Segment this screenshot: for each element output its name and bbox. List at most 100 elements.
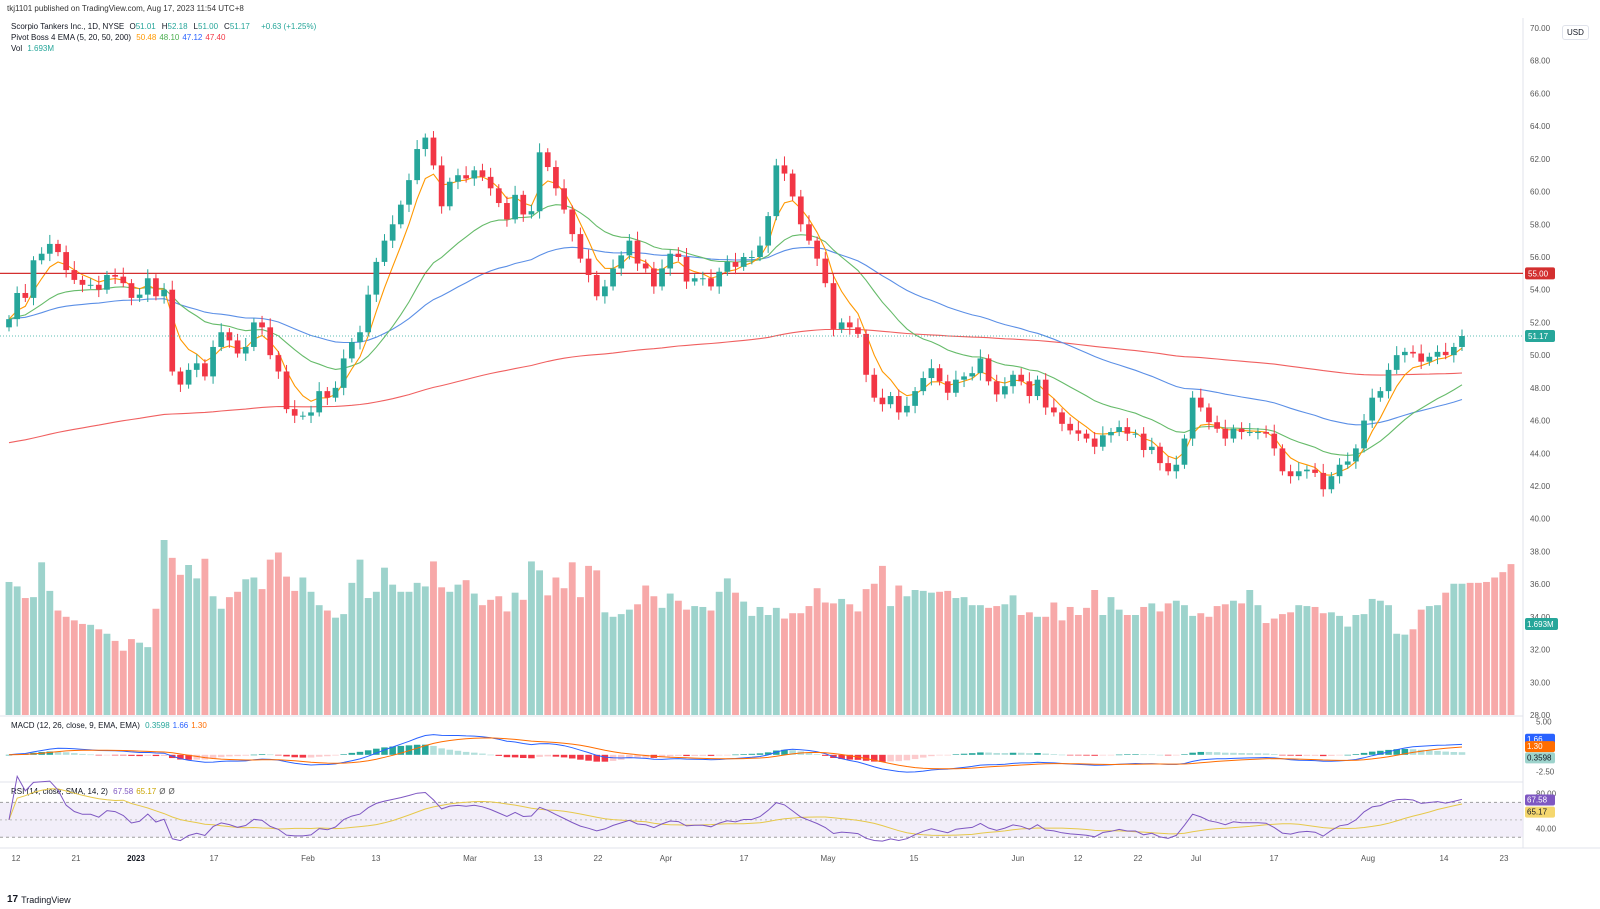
volume-bar (976, 605, 984, 715)
candle-body (471, 170, 478, 179)
volume-bar (944, 590, 952, 715)
price-tick-label: 38.00 (1530, 547, 1551, 556)
candle-body (1091, 438, 1098, 447)
last-price-tag-label: 51.17 (1528, 332, 1549, 341)
volume-bar (1148, 603, 1156, 715)
candle-body (340, 358, 347, 388)
macd-histogram-bar (1401, 748, 1409, 755)
volume-bar (405, 591, 413, 715)
legend-ema-label[interactable]: Pivot Boss 4 EMA (5, 20, 50, 200) (11, 33, 132, 42)
candle-body (1067, 423, 1074, 431)
price-tick-label: 40.00 (1530, 515, 1551, 524)
candle-body (740, 257, 747, 267)
macd-histogram-bar (413, 744, 421, 755)
macd-value: 1.66 (172, 721, 189, 730)
macd-histogram-bar (699, 754, 707, 756)
volume-bar (315, 605, 323, 715)
candle-body (1165, 463, 1171, 472)
candle-body (610, 268, 616, 287)
volume-bar (683, 609, 690, 715)
macd-histogram-bar (503, 754, 511, 758)
macd-value: 0.3598 (145, 721, 170, 730)
time-tick-label: 2023 (127, 854, 145, 863)
candle-body (389, 224, 396, 241)
tradingview-brand[interactable]: 17 TradingView (7, 894, 71, 905)
macd-histogram-bar (1262, 753, 1270, 755)
volume-bar (356, 559, 364, 715)
volume-bar (1238, 603, 1246, 715)
candle-body (6, 319, 12, 328)
candle-body (887, 396, 894, 405)
level-price-tag-label: 55.00 (1528, 269, 1549, 278)
macd-histogram-bar (813, 754, 821, 755)
rsi-value: 67.58 (113, 787, 134, 796)
macd-histogram-bar (430, 745, 437, 755)
volume-bar (732, 592, 739, 715)
price-tick-label: 58.00 (1530, 220, 1551, 229)
macd-histogram-bar (1107, 754, 1115, 756)
legend-vol-label[interactable]: Vol (11, 44, 23, 53)
currency-label[interactable]: USD (1562, 25, 1589, 40)
candle-body (1124, 427, 1131, 434)
macd-histogram-bar (1164, 754, 1172, 756)
price-tick-label: 70.00 (1530, 24, 1551, 33)
ohlc-label: H (161, 22, 168, 31)
macd-histogram-bar (952, 754, 960, 755)
macd-histogram-bar (1222, 752, 1229, 755)
time-tick-label: May (820, 854, 835, 863)
macd-histogram-bar (1083, 754, 1090, 756)
macd-histogram-bar (919, 754, 927, 758)
ohlc-value: 52.18 (167, 22, 188, 31)
price-tick-label: 60.00 (1530, 188, 1551, 197)
candle-body (495, 188, 502, 204)
macd-value-tag-label: 0.3598 (1527, 753, 1552, 762)
volume-bar (446, 591, 454, 715)
macd-histogram-bar (1434, 750, 1441, 755)
candle-body (22, 292, 29, 298)
rsi-value-tag-label: 65.17 (1527, 808, 1548, 817)
volume-bar (830, 603, 837, 715)
candle-body (242, 346, 249, 354)
macd-histogram-bar (691, 754, 698, 756)
volume-bar (1205, 616, 1213, 715)
candle-body (1312, 469, 1318, 473)
volume-bar (642, 585, 650, 715)
candle-body (912, 391, 918, 406)
candle-body (1304, 469, 1310, 472)
macd-histogram-bar (462, 751, 470, 755)
candle-body (944, 381, 951, 393)
legend-rsi-label[interactable]: RSI (14, close, SMA, 14, 2) (11, 787, 108, 796)
candle-body (879, 397, 886, 405)
macd-histogram-bar (1115, 754, 1123, 756)
candle-body (797, 196, 804, 225)
macd-histogram-bar (724, 754, 731, 756)
macd-histogram-bar (846, 754, 854, 760)
candle-body (1050, 407, 1057, 413)
macd-histogram-bar (1417, 749, 1425, 755)
candle-body (1181, 438, 1188, 465)
macd-histogram-bar (887, 754, 894, 762)
candle-body (561, 188, 567, 210)
macd-histogram-bar (299, 754, 307, 758)
candle-body (1385, 369, 1392, 392)
volume-bar (560, 588, 568, 715)
candle-body (1108, 432, 1114, 436)
volume-bar (242, 579, 250, 715)
macd-histogram-bar (1026, 753, 1033, 755)
macd-histogram-bar (1344, 754, 1351, 756)
volume-bar (527, 561, 535, 715)
macd-histogram-bar (217, 754, 225, 758)
volume-bar (536, 570, 544, 715)
legend-macd-label[interactable]: MACD (12, 26, close, 9, EMA, EMA) (11, 721, 140, 730)
macd-histogram-bar (1360, 752, 1368, 755)
volume-bar (1042, 616, 1050, 715)
volume-bar (160, 540, 168, 715)
macd-histogram-bar (1279, 754, 1286, 756)
candle-body (904, 405, 910, 413)
candle-body (1230, 428, 1237, 439)
legend-symbol[interactable]: Scorpio Tankers Inc., 1D, NYSE (11, 22, 125, 31)
candle-body (577, 234, 584, 259)
volume-bar (552, 577, 560, 715)
candle-body (1083, 433, 1090, 439)
